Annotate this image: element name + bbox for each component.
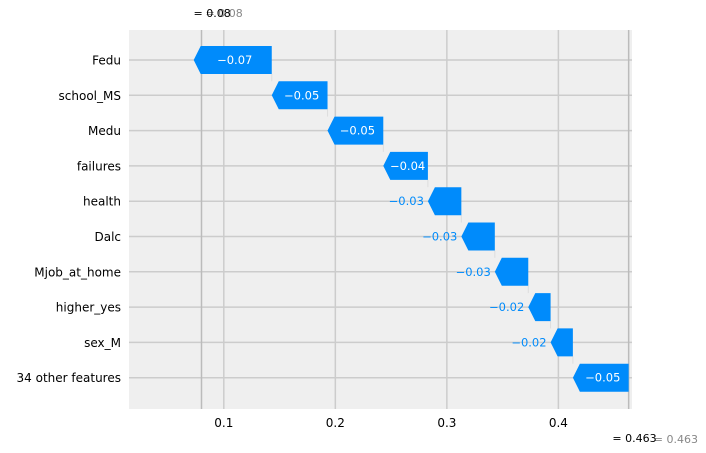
bar-connectors	[271, 74, 574, 364]
feature-label: failures	[77, 159, 121, 173]
x-tick-label: 0.2	[326, 416, 345, 430]
bar-value-label: −0.03	[389, 194, 424, 208]
bar-value-label: −0.07	[217, 53, 252, 67]
value-annotations: = 0.08= 0.08 = 0.463= 0.463	[193, 7, 698, 446]
feature-label: higher_yes	[56, 301, 121, 315]
bar	[327, 116, 384, 145]
bars	[193, 46, 629, 392]
bar	[528, 293, 551, 322]
reference-lines	[200, 30, 630, 409]
feature-label: 34 other features	[17, 371, 121, 385]
bar	[461, 222, 495, 251]
output-value-label: = 0.08	[193, 7, 230, 20]
x-tick-labels: 0.1 0.2 0.3 0.4	[214, 416, 568, 430]
feature-label: health	[83, 195, 121, 209]
bar-value-label: −0.05	[340, 124, 375, 138]
bar-value-label: −0.03	[456, 265, 491, 279]
output-value-ghost-label: = 0.08	[205, 7, 242, 20]
bar-value-label: −0.05	[585, 371, 620, 385]
bar-value-label: −0.02	[511, 335, 546, 349]
x-tick-label: 0.4	[549, 416, 568, 430]
base-value-label: = 0.463	[612, 432, 656, 445]
bar-value-label: −0.03	[422, 230, 457, 244]
feature-label: school_MS	[59, 89, 121, 103]
bar	[383, 151, 428, 180]
bar-value-label: −0.02	[489, 300, 524, 314]
feature-labels: Fedu school_MS Medu failures health Dalc Mjob_…	[17, 54, 121, 386]
bar-value-labels: −0.07 −0.05 −0.05 −0.04 −0.03 −0.03 −0.03 −0.02…	[217, 53, 620, 385]
bar-value-label: −0.04	[390, 159, 425, 173]
bar	[550, 328, 573, 357]
plot-background	[129, 30, 632, 409]
base-value-ghost-label: = 0.463	[654, 433, 698, 446]
bar	[193, 46, 272, 74]
feature-label: Mjob_at_home	[34, 265, 121, 279]
feature-label: Medu	[88, 124, 121, 138]
feature-label: Dalc	[94, 230, 121, 244]
x-tick-label: 0.3	[437, 416, 456, 430]
y-grid	[129, 59, 632, 379]
bar	[494, 257, 529, 286]
bar	[427, 187, 462, 216]
feature-label: sex_M	[84, 336, 121, 350]
bar	[271, 81, 328, 110]
feature-label: Fedu	[92, 54, 121, 68]
bar	[572, 363, 629, 392]
bar-value-label: −0.05	[284, 88, 319, 102]
x-grid	[223, 30, 560, 409]
x-tick-label: 0.1	[214, 416, 233, 430]
